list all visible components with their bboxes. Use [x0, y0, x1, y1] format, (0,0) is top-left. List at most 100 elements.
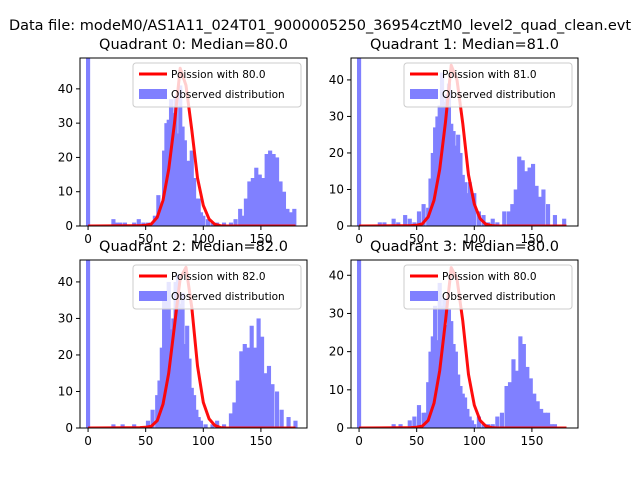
- histogram-bar: [467, 182, 472, 226]
- histogram-bar: [173, 95, 178, 226]
- histogram-bar: [281, 191, 287, 226]
- y-tick-label: 40: [58, 275, 73, 289]
- histogram-bar: [460, 393, 465, 428]
- histogram-bar: [261, 178, 266, 226]
- x-tick-label: 100: [192, 232, 215, 246]
- y-tick-label: 30: [58, 116, 73, 130]
- subplot-quadrant-1: 0 50 100 150 0 10 20 30 40 Quadrant 1: Median=81.…: [329, 37, 579, 246]
- histogram-bar: [196, 198, 201, 226]
- histogram-bar: [465, 193, 470, 226]
- histogram-bar: [534, 185, 539, 226]
- histogram-bar: [520, 160, 525, 226]
- x-tick-label: 100: [463, 434, 486, 448]
- histogram-bar: [396, 222, 401, 226]
- histogram-bar: [428, 351, 433, 428]
- y-tick-label: 30: [329, 306, 344, 320]
- histogram-bar: [162, 296, 167, 428]
- histogram-bar: [173, 281, 178, 428]
- y-tick-label: 0: [65, 219, 73, 233]
- histogram-bar: [444, 94, 449, 226]
- subplot-title: Quadrant 1: Median=81.0: [370, 37, 559, 53]
- legend: Poission with 80.0 Observed distribution: [403, 264, 573, 310]
- y-tick-label: 20: [58, 150, 73, 164]
- histogram-bar: [469, 420, 475, 428]
- histogram-bar: [270, 384, 275, 428]
- histogram-bar: [391, 218, 396, 226]
- histogram-bar: [502, 211, 507, 226]
- histogram-bar: [192, 395, 197, 428]
- histogram-bar: [407, 218, 412, 226]
- histogram-bar: [120, 424, 125, 428]
- histogram-bar: [157, 380, 162, 428]
- histogram-bar: [189, 150, 194, 226]
- histogram-bar: [182, 140, 187, 226]
- x-tick-label: 0: [355, 434, 363, 448]
- histogram-bar: [250, 178, 255, 226]
- histogram-bar: [444, 324, 449, 428]
- histogram-bar: [456, 374, 461, 428]
- subplot-title: Quadrant 3: Median=80.0: [370, 239, 559, 255]
- axes-frame: [350, 57, 579, 227]
- histogram-bar: [495, 222, 500, 226]
- histogram-bar: [118, 222, 123, 226]
- y-tick-label: 40: [329, 268, 344, 282]
- y-tick-label: 0: [336, 421, 344, 435]
- histogram-bar: [542, 412, 547, 428]
- legend-label-line: Poission with 80.0: [171, 69, 266, 81]
- histogram-bar: [264, 154, 269, 226]
- x-tick-label: 150: [249, 434, 272, 448]
- histogram-bar: [416, 211, 422, 226]
- histogram-bar: [122, 222, 128, 226]
- histogram-bar: [403, 215, 408, 226]
- histogram-bar: [286, 417, 291, 428]
- x-tick-label: 0: [84, 434, 92, 448]
- histogram-bar: [232, 402, 237, 428]
- histogram-bar: [228, 222, 234, 226]
- histogram-bar: [145, 420, 151, 428]
- x-tick-label: 50: [138, 232, 153, 246]
- histogram-bar: [449, 321, 454, 428]
- histogram-bar: [356, 260, 362, 428]
- x-tick-label: 100: [463, 232, 486, 246]
- histogram-bar: [285, 208, 290, 226]
- x-tick-label: 50: [409, 232, 424, 246]
- histogram-bar: [442, 298, 447, 428]
- histogram-bar: [233, 219, 238, 226]
- histogram-bar: [239, 351, 244, 428]
- histogram-bar: [114, 222, 119, 226]
- histogram-bar: [506, 211, 511, 226]
- histogram-bar: [238, 208, 243, 226]
- histogram-bar: [178, 303, 183, 428]
- histogram-bar: [178, 85, 183, 226]
- histogram-bar: [463, 182, 468, 226]
- histogram-bar: [210, 222, 215, 226]
- legend-frame: [403, 264, 573, 310]
- histogram-bar: [416, 405, 422, 428]
- histogram-bar: [451, 344, 456, 428]
- histogram-bar: [528, 378, 533, 428]
- histogram-bar: [430, 336, 435, 428]
- histogram-bar: [513, 189, 518, 226]
- histogram-bar: [240, 215, 245, 226]
- histogram-bar: [451, 131, 456, 226]
- histogram-bar: [175, 274, 181, 428]
- histogram-bar: [180, 126, 185, 226]
- histogram-bar: [456, 134, 461, 226]
- legend-frame: [403, 62, 573, 108]
- histogram-bar: [545, 204, 551, 226]
- histogram-bar: [136, 219, 141, 226]
- histogram-bar: [532, 393, 537, 428]
- histogram-bar: [442, 101, 447, 226]
- histogram-bar: [215, 420, 220, 428]
- legend-label-line: Poission with 81.0: [442, 69, 537, 81]
- histogram-bar: [164, 300, 169, 428]
- histogram-bar: [253, 347, 258, 428]
- histogram-bar: [266, 365, 272, 428]
- histogram-bar: [435, 116, 440, 226]
- subplot-title: Quadrant 0: Median=80.0: [99, 37, 288, 53]
- histogram-bar: [254, 167, 259, 226]
- y-tick-label: 10: [58, 384, 73, 398]
- subplot-quadrant-3: 0 50 100 150 0 10 20 30 40 Quadrant 3: Median=80.…: [329, 239, 579, 448]
- histogram-bar: [278, 181, 283, 226]
- histogram-bar: [150, 409, 155, 428]
